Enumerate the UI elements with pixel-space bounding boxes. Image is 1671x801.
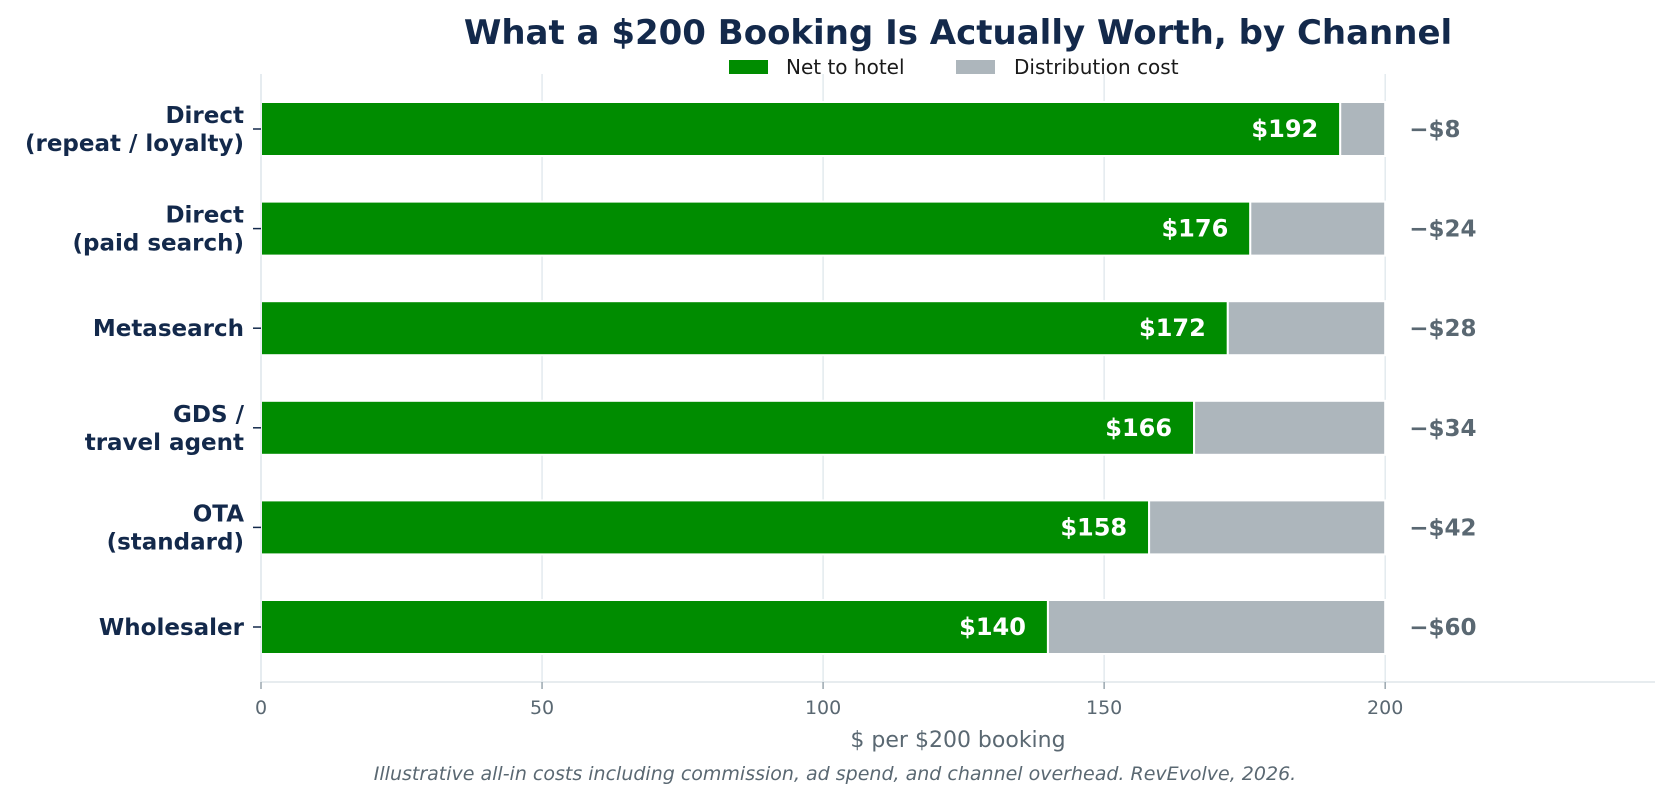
bar-net-to-hotel (260, 300, 1229, 357)
x-axis: 0 50 100 150 200 (255, 681, 1655, 719)
bar-value-label: $192 (1251, 115, 1318, 143)
category-label: GDS / travel agent (85, 402, 245, 456)
legend-label-net: Net to hotel (786, 55, 905, 79)
legend-swatch-net (729, 60, 768, 74)
x-tick-label: 200 (1367, 697, 1403, 719)
legend: Net to hotel Distribution cost (729, 55, 1179, 79)
bar-value-label: $158 (1060, 513, 1127, 541)
cost-value-label: −$28 (1409, 316, 1476, 342)
bars: $192 −$8 $176 −$24 $172 −$28 $166 −$34 $158 −$42 $… (260, 101, 1476, 655)
category-label: OTA (standard) (107, 501, 245, 555)
legend-swatch-cost (956, 60, 995, 74)
bar-distribution-cost (1339, 101, 1387, 157)
bar-net-to-hotel (260, 599, 1049, 655)
footnote: Illustrative all-in costs including comm… (374, 763, 1296, 785)
bar-distribution-cost (1193, 399, 1387, 456)
bar-net-to-hotel (260, 499, 1151, 556)
category-label: Wholesaler (99, 615, 245, 641)
grid (260, 74, 1386, 682)
x-axis-title: $ per $200 booking (850, 728, 1065, 753)
category-label: Direct (repeat / loyalty) (25, 103, 244, 157)
bar-net-to-hotel (260, 200, 1252, 257)
chart-title: What a $200 Booking Is Actually Worth, b… (464, 13, 1452, 53)
x-tick-label: 150 (1086, 697, 1122, 719)
bar-distribution-cost (1046, 599, 1387, 655)
bar-net-to-hotel (260, 399, 1196, 456)
x-tick-label: 50 (530, 697, 554, 719)
cost-value-label: −$60 (1409, 615, 1476, 641)
cost-value-label: −$8 (1409, 117, 1460, 143)
bar-distribution-cost (1249, 200, 1387, 257)
x-tick-label: 0 (255, 697, 267, 719)
legend-label-cost: Distribution cost (1014, 55, 1179, 79)
bar-value-label: $140 (959, 613, 1026, 641)
bar-value-label: $172 (1139, 314, 1206, 342)
cost-value-label: −$42 (1409, 515, 1476, 541)
x-tick-label: 100 (805, 697, 841, 719)
bar-value-label: $166 (1105, 414, 1172, 442)
category-label: Direct (paid search) (72, 203, 244, 257)
cost-value-label: −$34 (1409, 416, 1476, 442)
y-axis-labels: Direct (repeat / loyalty) Direct (paid sear… (25, 74, 262, 682)
bar-distribution-cost (1148, 499, 1387, 556)
bar-value-label: $176 (1161, 215, 1228, 243)
bar-net-to-hotel (260, 101, 1342, 157)
bar-distribution-cost (1226, 300, 1387, 357)
cost-value-label: −$24 (1409, 217, 1476, 243)
category-label: Metasearch (93, 316, 244, 342)
